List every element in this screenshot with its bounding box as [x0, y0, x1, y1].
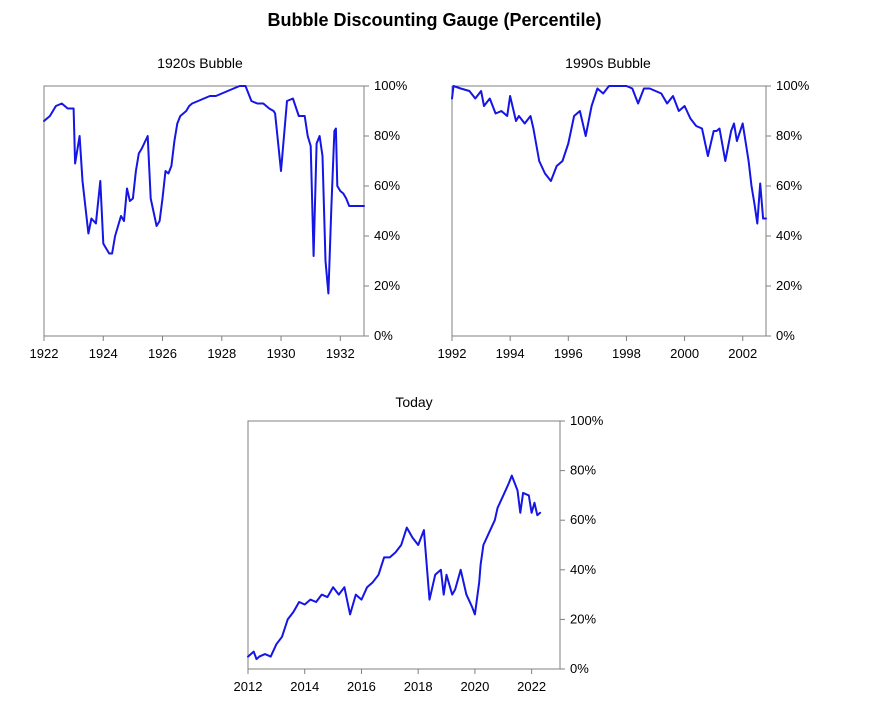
x-tick-label: 2002: [728, 346, 757, 361]
chart-title: 1920s Bubble: [157, 55, 243, 71]
y-tick-label: 40%: [570, 562, 596, 577]
y-tick-label: 60%: [570, 512, 596, 527]
y-tick-label: 80%: [374, 128, 400, 143]
x-tick-label: 1996: [554, 346, 583, 361]
x-tick-label: 1928: [207, 346, 236, 361]
y-tick-label: 100%: [570, 413, 604, 428]
series-line: [451, 85, 767, 225]
chart-title: 1990s Bubble: [565, 55, 651, 71]
y-tick-label: 80%: [776, 128, 802, 143]
y-tick-label: 20%: [776, 278, 802, 293]
x-tick-label: 1932: [326, 346, 355, 361]
y-tick-label: 20%: [374, 278, 400, 293]
x-tick-label: 1992: [438, 346, 467, 361]
x-tick-label: 1930: [267, 346, 296, 361]
plot-frame: [43, 85, 365, 337]
x-tick-label: 1994: [496, 346, 525, 361]
y-tick-label: 0%: [374, 328, 393, 343]
main-title: Bubble Discounting Gauge (Percentile): [267, 10, 602, 30]
y-tick-label: 0%: [570, 661, 589, 676]
y-tick-label: 20%: [570, 611, 596, 626]
y-tick-label: 100%: [776, 78, 810, 93]
x-tick-label: 2016: [347, 679, 376, 694]
y-tick-label: 40%: [776, 228, 802, 243]
y-tick-label: 40%: [374, 228, 400, 243]
y-tick-label: 80%: [570, 463, 596, 478]
x-tick-label: 1924: [89, 346, 118, 361]
x-tick-label: 2014: [290, 679, 319, 694]
series-line: [43, 85, 365, 295]
y-tick-label: 60%: [374, 178, 400, 193]
x-tick-label: 2000: [670, 346, 699, 361]
x-tick-label: 1926: [148, 346, 177, 361]
x-tick-label: 1998: [612, 346, 641, 361]
y-tick-label: 60%: [776, 178, 802, 193]
chart-title: Today: [395, 394, 432, 410]
x-tick-label: 2018: [404, 679, 433, 694]
series-line: [247, 474, 542, 661]
x-tick-label: 2012: [234, 679, 263, 694]
x-tick-label: 2020: [460, 679, 489, 694]
y-tick-label: 100%: [374, 78, 408, 93]
y-tick-label: 0%: [776, 328, 795, 343]
x-tick-label: 1922: [30, 346, 59, 361]
plot-frame: [247, 420, 561, 670]
x-tick-label: 2022: [517, 679, 546, 694]
